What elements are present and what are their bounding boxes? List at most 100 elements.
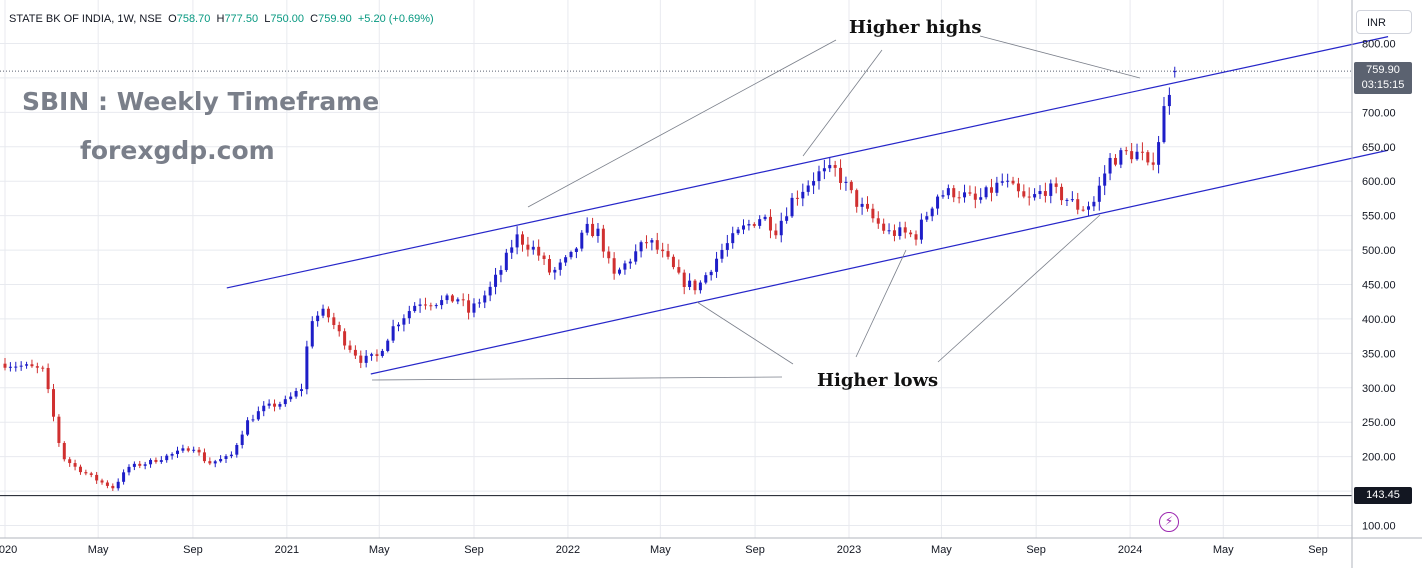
candle-body	[52, 389, 56, 417]
lightning-bolt-icon[interactable]: ⚡︎	[1159, 512, 1179, 532]
candle-body	[591, 223, 595, 237]
candle-body	[720, 249, 724, 259]
candle-body	[84, 472, 88, 474]
open-value: 758.70	[176, 13, 211, 25]
y-tick-label: 650.00	[1362, 142, 1396, 154]
candle-body	[450, 295, 454, 302]
candle-body	[585, 223, 589, 233]
candle-body	[149, 459, 153, 465]
candle-body	[278, 404, 282, 407]
bar-countdown: 03:15:15	[1361, 79, 1405, 91]
candle-body	[73, 463, 77, 467]
candle-body	[461, 299, 465, 301]
candle-body	[1103, 173, 1107, 186]
candle-body	[402, 318, 406, 325]
candle-body	[887, 230, 891, 232]
candle-body	[127, 466, 131, 473]
candle-body	[973, 193, 977, 200]
candle-body	[62, 442, 66, 460]
x-tick-label: Sep	[464, 544, 484, 556]
baseline-price-tag: 143.45	[1354, 487, 1412, 504]
channel-upper-line[interactable]	[226, 36, 1389, 289]
candle-body	[957, 197, 961, 199]
candle-body	[35, 366, 39, 368]
candle-body	[25, 364, 29, 366]
candle-body	[892, 230, 896, 236]
candle-body	[273, 403, 277, 407]
candle-body	[553, 269, 557, 273]
annotation-higher-lows: Higher lows	[817, 370, 939, 391]
y-tick-label: 300.00	[1362, 383, 1396, 395]
candle-body	[326, 308, 330, 318]
candle-body	[1016, 183, 1020, 192]
x-tick-label: Sep	[745, 544, 765, 556]
candle-body	[677, 267, 681, 273]
y-tick-label: 400.00	[1362, 314, 1396, 326]
candle-body	[116, 481, 120, 489]
y-tick-label: 600.00	[1362, 176, 1396, 188]
pointer-high-1	[527, 39, 837, 208]
candle-body	[688, 280, 692, 287]
candle-body	[763, 216, 767, 220]
candle-body	[898, 227, 902, 236]
candle-body	[768, 216, 772, 231]
candle-body	[240, 434, 244, 445]
candle-body	[472, 303, 476, 313]
candle-body	[747, 224, 751, 226]
candle-body	[828, 165, 832, 169]
candle-body	[343, 331, 347, 346]
x-tick-label: 2021	[275, 544, 299, 556]
low-value: 750.00	[270, 13, 304, 25]
x-tick-label: 2020	[0, 544, 17, 556]
candle-body	[251, 419, 255, 421]
candle-body	[634, 251, 638, 262]
y-tick-label: 700.00	[1362, 107, 1396, 119]
pointer-low-1	[371, 376, 783, 381]
candle-body	[1027, 196, 1031, 198]
candle-body	[520, 234, 524, 245]
candle-body	[1173, 71, 1177, 73]
candle-body	[68, 459, 72, 464]
candle-body	[817, 171, 821, 182]
candle-body	[1043, 191, 1047, 196]
y-tick-label: 800.00	[1362, 39, 1396, 51]
candle-body	[1124, 150, 1128, 152]
candle-body	[1049, 183, 1053, 196]
candle-body	[440, 300, 444, 306]
candle-body	[979, 197, 983, 200]
candle-body	[1022, 191, 1026, 197]
candle-body	[984, 187, 988, 198]
candle-body	[601, 228, 605, 252]
candle-body	[865, 203, 869, 209]
candle-body	[483, 295, 487, 303]
y-tick-label: 200.00	[1362, 452, 1396, 464]
candle-body	[876, 218, 880, 224]
candle-body	[1162, 106, 1166, 143]
x-tick-label: May	[1213, 544, 1234, 556]
candle-body	[644, 242, 648, 244]
x-tick-label: 2024	[1118, 544, 1142, 556]
candle-body	[1113, 157, 1117, 165]
candle-body	[229, 454, 233, 457]
candle-body	[235, 444, 239, 455]
candle-body	[95, 474, 99, 481]
currency-selector[interactable]: INR	[1356, 10, 1412, 34]
y-tick-label: 550.00	[1362, 211, 1396, 223]
y-tick-label: 100.00	[1362, 521, 1396, 533]
candle-body	[531, 246, 535, 250]
candle-body	[41, 367, 45, 369]
candle-body	[963, 192, 967, 198]
candle-body	[736, 229, 740, 234]
candle-body	[607, 251, 611, 259]
candle-body	[968, 192, 972, 194]
candle-body	[946, 188, 950, 196]
candle-body	[731, 233, 735, 244]
channel-lower-line[interactable]	[370, 149, 1389, 375]
candle-body	[159, 460, 163, 462]
candle-body	[202, 452, 206, 462]
open-label: O	[168, 13, 177, 25]
candle-body	[283, 399, 287, 405]
x-tick-label: May	[369, 544, 390, 556]
